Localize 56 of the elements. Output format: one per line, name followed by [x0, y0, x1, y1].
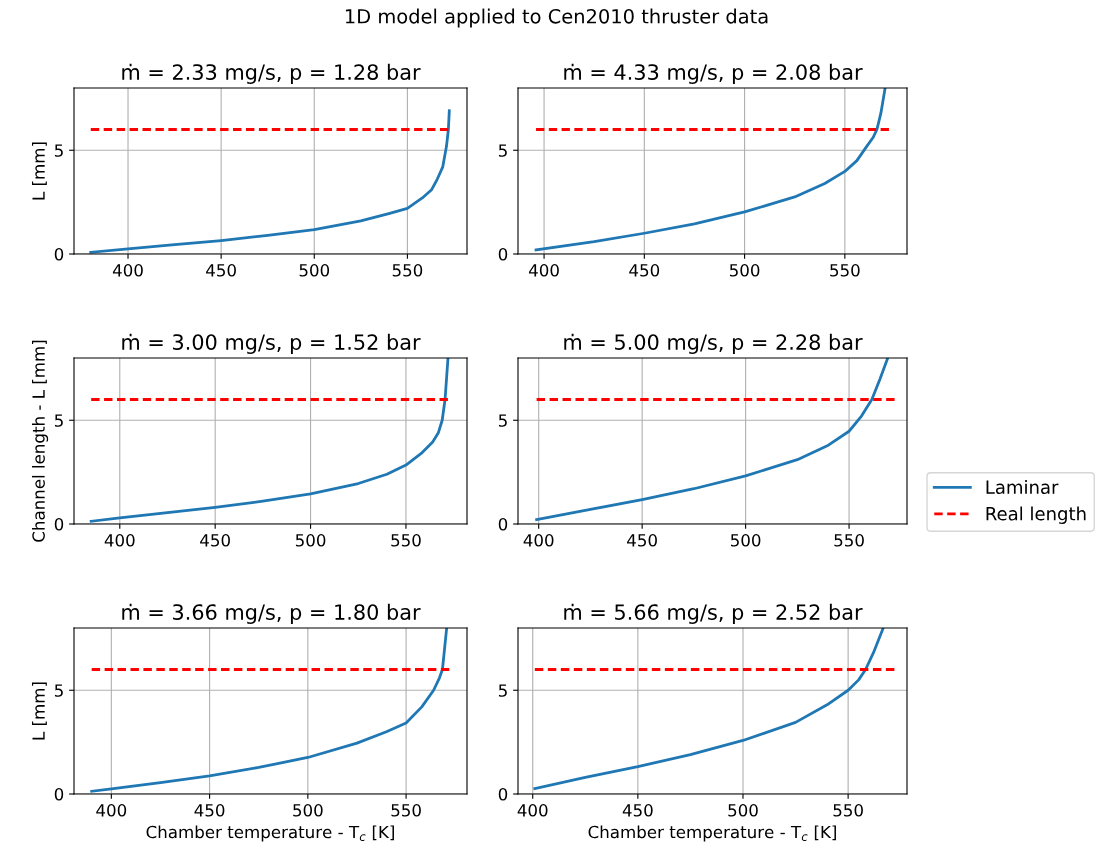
- y-tick-label: 5: [54, 414, 63, 427]
- chart-title: ṁ = 3.00 mg/s, p = 1.52 bar: [122, 333, 421, 354]
- chart-title: ṁ = 5.00 mg/s, p = 2.28 bar: [564, 333, 863, 354]
- line-series: [533, 628, 885, 790]
- line-series: [89, 358, 450, 523]
- x-axis-title: Chamber temperature - T$_{c}$ [K]: [146, 825, 394, 842]
- y-tick-label: 0: [54, 517, 64, 531]
- y-tick-label: 5: [54, 144, 63, 157]
- x-tick-label: 500: [295, 534, 326, 547]
- x-tick-label: 400: [104, 534, 135, 547]
- y-axis-title: L [mm]: [31, 142, 47, 200]
- x-tick-label: 550: [833, 804, 863, 817]
- chart-title: ṁ = 4.33 mg/s, p = 2.08 bar: [564, 63, 863, 84]
- legend-label: Real length: [986, 506, 1086, 524]
- x-tick-label: 550: [392, 264, 423, 277]
- line-series: [90, 628, 448, 793]
- line-series: [89, 109, 451, 254]
- x-tick-label: 450: [194, 804, 225, 817]
- x-tick-label: 550: [391, 534, 421, 547]
- x-tick-label: 500: [728, 804, 758, 817]
- y-tick-label: 5: [498, 684, 507, 697]
- y-tick-label: 0: [498, 787, 508, 801]
- y-tick-label: 5: [54, 684, 63, 697]
- y-axis-title: Channel length - L [mm]: [31, 340, 49, 542]
- x-tick-label: 450: [200, 534, 230, 547]
- x-tick-label: 400: [96, 804, 127, 817]
- x-tick-label: 450: [622, 804, 653, 817]
- x-tick-label: 450: [206, 264, 236, 277]
- x-tick-label: 400: [523, 534, 554, 547]
- y-tick-label: 0: [498, 247, 508, 261]
- x-tick-label: 500: [730, 534, 761, 547]
- x-axis-title: Chamber temperature - T$_{c}$ [K]: [588, 825, 836, 842]
- line-series: [535, 358, 889, 522]
- y-axis-title: L [mm]: [31, 682, 47, 740]
- text: 1D model applied to Cen2010 thruster data: [345, 8, 768, 28]
- line-series: [534, 88, 887, 252]
- x-tick-label: 550: [830, 264, 860, 277]
- y-tick-label: 0: [54, 787, 64, 801]
- x-tick-label: 500: [293, 804, 323, 817]
- x-tick-label: 450: [629, 264, 660, 277]
- x-tick-label: 400: [112, 264, 143, 277]
- chart-title: ṁ = 3.66 mg/s, p = 1.80 bar: [122, 603, 421, 624]
- x-tick-label: 500: [299, 264, 330, 277]
- y-tick-label: 0: [54, 247, 64, 261]
- x-tick-label: 500: [729, 264, 760, 277]
- x-tick-label: 550: [391, 804, 421, 817]
- y-tick-label: 5: [498, 414, 507, 427]
- x-tick-label: 400: [517, 804, 548, 817]
- x-tick-label: 550: [834, 534, 864, 547]
- y-tick-label: 0: [498, 517, 508, 531]
- chart-title: ṁ = 5.66 mg/s, p = 2.52 bar: [564, 603, 863, 624]
- y-tick-label: 5: [498, 144, 507, 157]
- legend-label: Laminar: [986, 480, 1059, 494]
- chart-title: ṁ = 2.33 mg/s, p = 1.28 bar: [122, 63, 421, 84]
- x-tick-label: 450: [627, 534, 657, 547]
- x-tick-label: 400: [528, 264, 559, 277]
